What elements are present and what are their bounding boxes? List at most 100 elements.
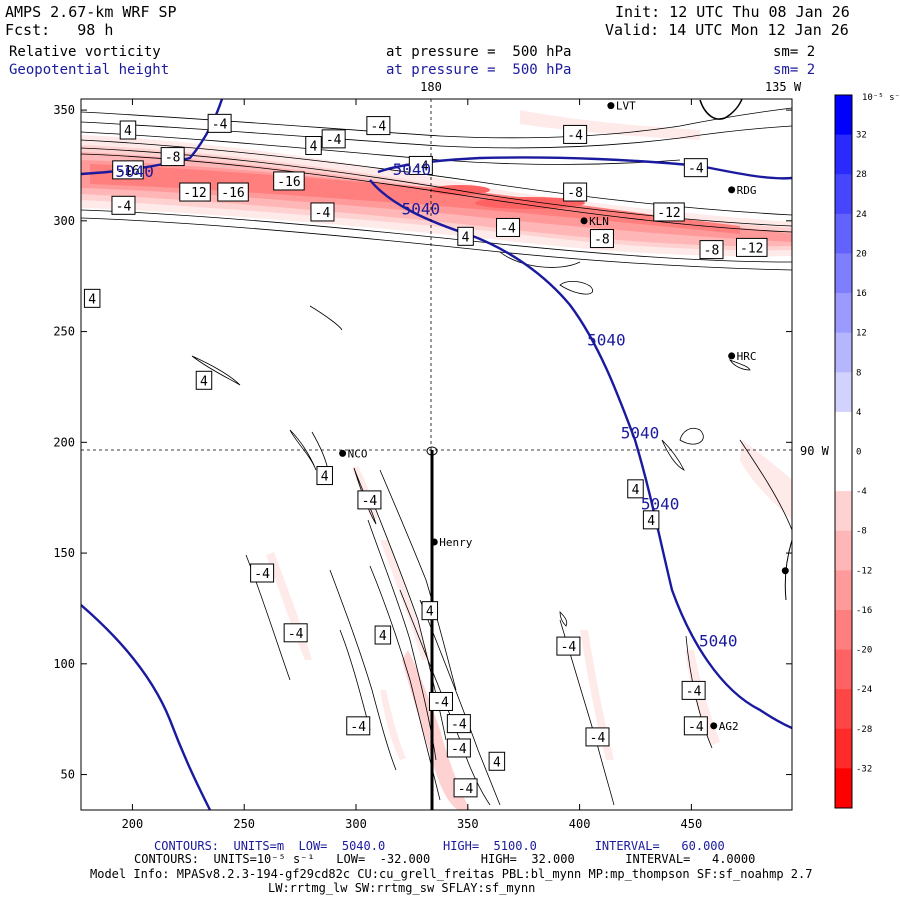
- station-dot: [607, 102, 615, 110]
- rdg-coast-line: [699, 99, 743, 120]
- vorticity-label-box: [310, 202, 335, 222]
- colorbar-label: 8: [856, 368, 861, 378]
- vorticity-label-box: [653, 202, 685, 222]
- vorticity-label-box: [408, 155, 433, 175]
- colorbar-swatch: [835, 134, 852, 175]
- colorbar-label: -20: [856, 646, 872, 656]
- vorticity-label-box: [563, 124, 588, 144]
- colorbar-swatch: [835, 451, 852, 492]
- vorticity-label: -4: [451, 718, 467, 733]
- footer-model-info: Model Info: MPASv8.2.3-194-gf29cd82c CU:…: [90, 867, 813, 881]
- y-tick-label: 150: [53, 546, 75, 560]
- height-contour-main: [377, 156, 792, 180]
- vorticity-label: 4: [632, 483, 640, 498]
- colorbar-swatch: [835, 95, 852, 136]
- station-label: LVT: [616, 100, 636, 113]
- colorbar-swatch: [835, 768, 852, 809]
- colorbar-label: 4: [856, 408, 861, 418]
- vorticity-label-box: [421, 601, 439, 621]
- vorticity-label: -4: [458, 782, 474, 797]
- station-dot: [430, 538, 438, 546]
- station-dot: [728, 186, 736, 194]
- vorticity-label-box: [195, 370, 213, 390]
- vorticity-contours: [81, 107, 792, 806]
- vorticity-label: -8: [594, 233, 610, 248]
- vorticity-label: -4: [254, 567, 270, 582]
- x-tick-label: 200: [122, 817, 144, 831]
- height-contour-label: 5040: [587, 330, 626, 349]
- vorticity-label-box: [273, 171, 305, 191]
- vorticity-label-box: [683, 158, 708, 178]
- colorbar-label: 24: [856, 210, 867, 220]
- vorticity-label-box: [446, 738, 471, 758]
- station-label: KLN: [589, 215, 609, 228]
- vorticity-label: -4: [413, 159, 429, 174]
- colorbar-label: 32: [856, 131, 867, 141]
- vorticity-label-box: [357, 490, 382, 510]
- vorticity-label: -12: [740, 241, 763, 256]
- vorticity-label-box: [283, 623, 308, 643]
- plot-frame: [80, 98, 793, 811]
- vorticity-label-box: [160, 147, 185, 167]
- colorbar-label: 0: [856, 448, 861, 458]
- footer-vort-contours: CONTOURS: UNITS=10⁻⁵ s⁻¹ LOW= -32.000 HI…: [134, 852, 756, 866]
- vorticity-label-box: [111, 195, 136, 215]
- height-contour-label: 5040: [699, 632, 738, 651]
- vorticity-label: 4: [310, 140, 318, 155]
- vorticity-label: -16: [116, 164, 139, 179]
- footer-model-info-2: LW:rrtmg_lw SW:rrtmg_sw SFLAY:sf_mynn: [268, 881, 536, 895]
- height-label-layer: 5040 5040 5040 5040 5040 5040 5040: [115, 160, 737, 651]
- vorticity-label: 4: [462, 230, 470, 245]
- vorticity-label: 4: [493, 755, 501, 770]
- colorbar-label: -28: [856, 725, 872, 735]
- vorticity-label-box: [457, 226, 474, 246]
- vorticity-label-box: [681, 680, 706, 700]
- colorbar-swatch: [835, 689, 852, 730]
- colorbar-label: 20: [856, 249, 867, 259]
- vorticity-label-box: [83, 288, 101, 308]
- colorbar-swatch: [835, 570, 852, 611]
- vorticity-label: -4: [590, 731, 606, 746]
- colorbar-label: 16: [856, 289, 867, 299]
- vorticity-label-box: [556, 636, 581, 656]
- colorbar-swatch: [835, 293, 852, 334]
- vorticity-label-box: [642, 510, 660, 530]
- vorticity-label: -4: [315, 206, 331, 221]
- colorbar-label: -24: [856, 685, 872, 695]
- y-axis: 50 100 150 200 250 300 350: [53, 103, 792, 782]
- y-tick-label: 350: [53, 103, 75, 117]
- colorbar-swatch: [835, 411, 852, 452]
- vorticity-label: -12: [183, 186, 206, 201]
- field1-name: Relative vorticity: [9, 44, 161, 60]
- vorticity-label: -4: [362, 494, 378, 509]
- x-tick-label: 300: [345, 817, 367, 831]
- vorticity-label-box: [316, 466, 333, 486]
- vorticity-label: -4: [116, 199, 132, 214]
- vorticity-label: -4: [561, 640, 577, 655]
- vorticity-label-box: [736, 237, 768, 257]
- vorticity-label: -12: [657, 206, 680, 221]
- vorticity-label: 4: [426, 605, 434, 620]
- height-contour-sw: [81, 604, 212, 810]
- colorbar-swatch: [835, 649, 852, 690]
- field2-pressure: at pressure = 500 hPa: [386, 62, 572, 78]
- vorticity-label: -4: [326, 133, 342, 148]
- vorticity-label-box: [250, 563, 275, 583]
- colorbar-label: -4: [856, 487, 867, 497]
- colorbar-swatch: [835, 491, 852, 532]
- colorbar-swatch: [835, 728, 852, 769]
- vorticity-label-layer: 4 -44 -4-4-4-8-16 -4-12 -16-16-4-4 -4-8-124-4…: [83, 113, 768, 798]
- height-contour-label: 5040: [641, 494, 680, 513]
- station-dot: [580, 217, 588, 225]
- colorbar-swatch: [835, 253, 852, 294]
- y-tick-label: 250: [53, 325, 75, 339]
- station-label: RDG: [737, 184, 757, 197]
- colorbar-swatch: [835, 609, 852, 651]
- station-dot: [781, 567, 789, 575]
- station-label: Henry: [439, 536, 472, 549]
- vorticity-label: -4: [350, 720, 366, 735]
- vorticity-label: -8: [567, 186, 583, 201]
- vorticity-label: -4: [288, 627, 304, 642]
- field2-name: Geopotential height: [9, 62, 170, 78]
- pole-marker: [426, 446, 438, 456]
